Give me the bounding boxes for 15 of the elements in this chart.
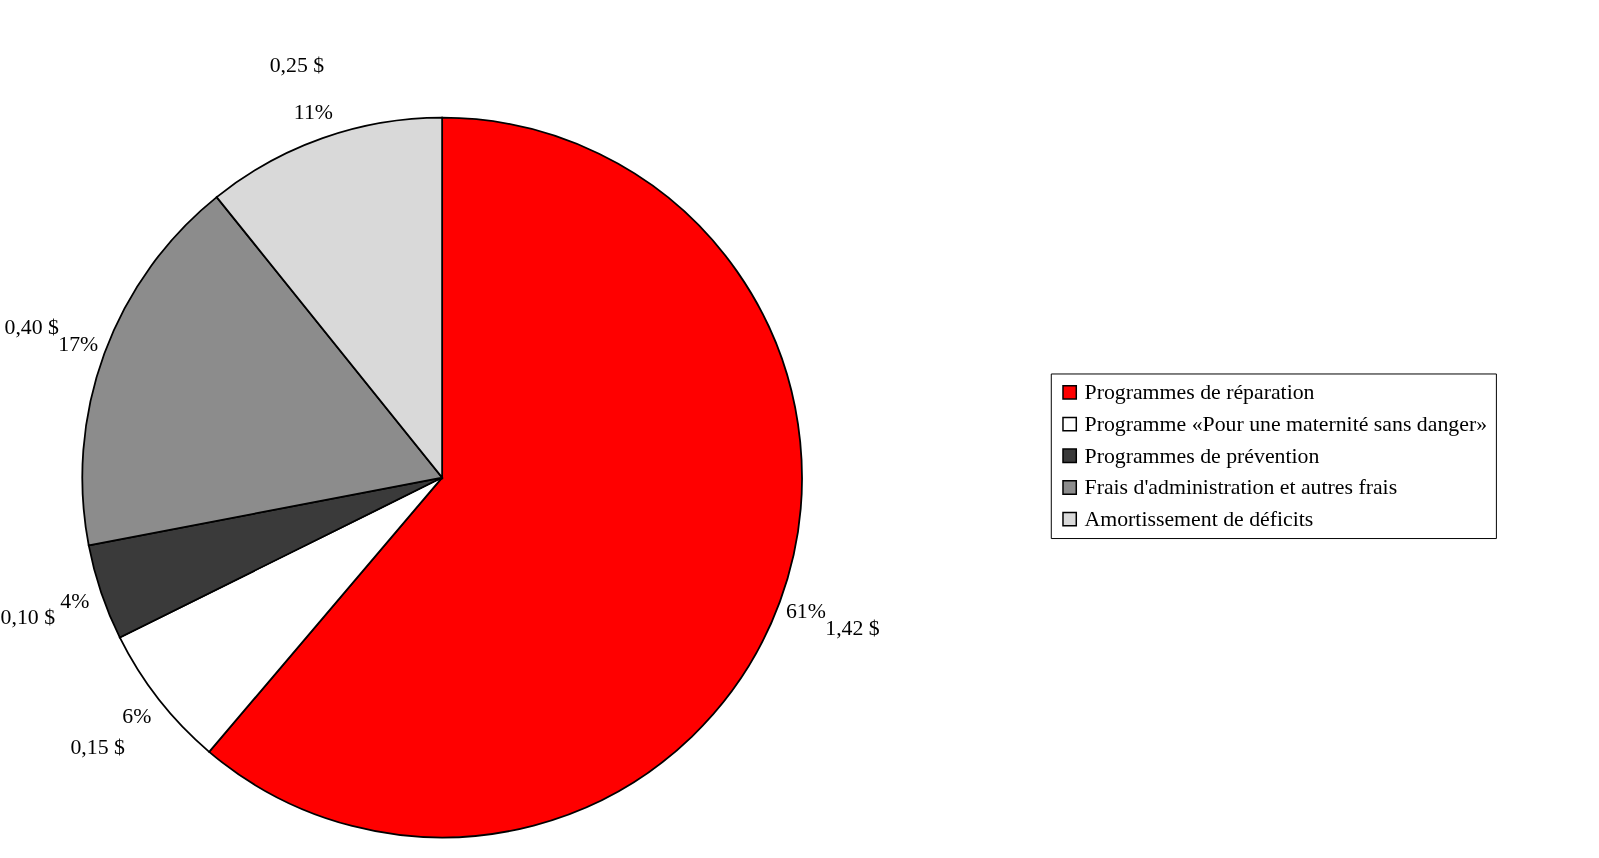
legend-label: Amortissement de déficits [1084,507,1314,532]
data-label: 1,42 $ [825,616,880,641]
text: 11% [293,99,333,124]
data-label: 0,15 $ [70,734,126,759]
text: 4% [60,589,90,614]
text: 61% [785,599,826,624]
legend-label: Programmes de réparation [1084,380,1315,405]
text: 17% [58,331,99,356]
data-label: 0,40 $ [4,314,60,339]
data-label: 0,25 $ [269,53,325,78]
legend-label: Frais d'administration et autres frais [1084,475,1398,500]
legend-label: Programmes de prévention [1084,443,1320,468]
legend-label: Programme «Pour une maternité sans danger» [1084,411,1488,436]
data-label: 0,10 $ [0,605,56,630]
text: 6% [122,704,152,729]
